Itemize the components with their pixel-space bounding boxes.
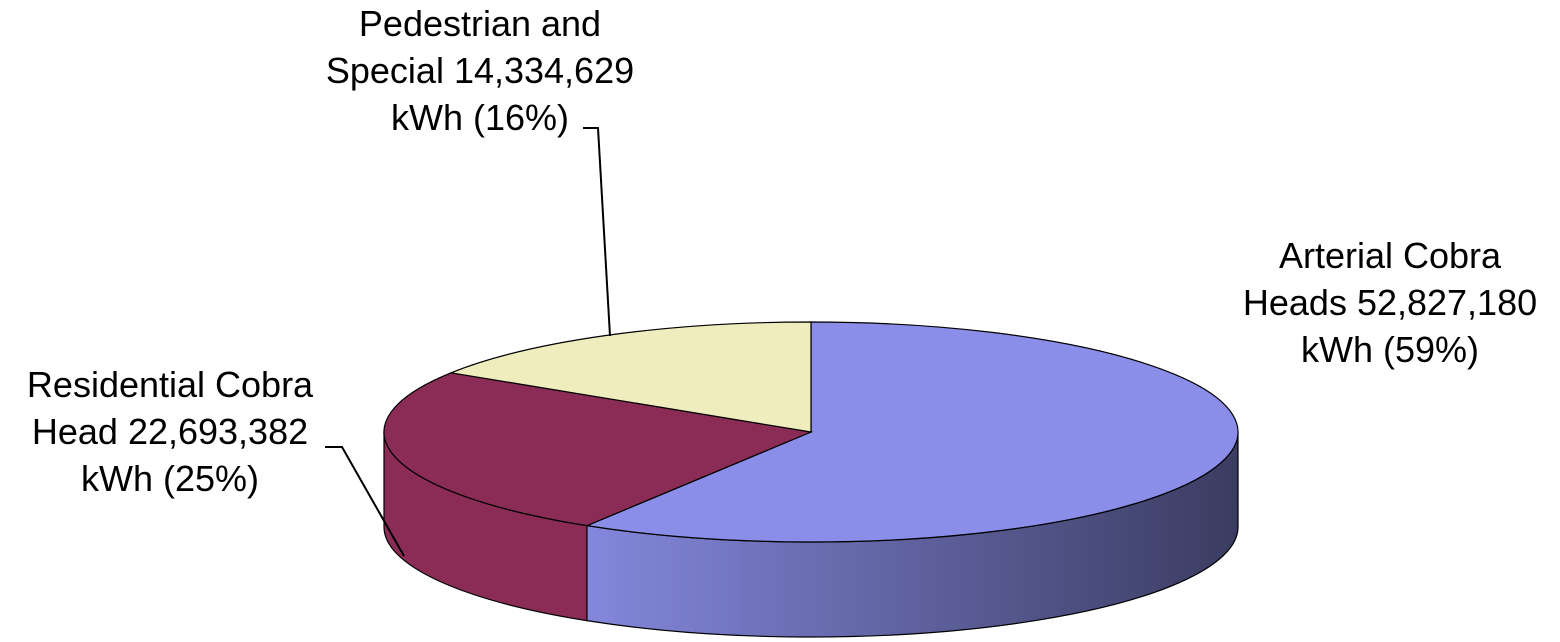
label-line: Residential Cobra xyxy=(27,364,314,405)
label-line: Head 22,693,382 xyxy=(32,411,308,452)
label-line: Arterial Cobra xyxy=(1279,235,1502,276)
leader-lines xyxy=(325,127,611,557)
pie-slice-arterial-cobra-heads xyxy=(584,321,1239,543)
leader-line-pedestrian-and-special xyxy=(583,127,611,337)
leader-line-residential-cobra-head xyxy=(325,446,405,557)
pie-slice-pedestrian-and-special xyxy=(448,321,812,433)
pie-top-faces xyxy=(383,321,1239,543)
label-residential-cobra-head: Residential Cobra Head 22,693,382 kWh (25%… xyxy=(27,364,314,499)
slice-labels: Arterial Cobra Heads 52,827,180 kWh (59%) R… xyxy=(27,3,1537,499)
pie-slice-residential-cobra-head xyxy=(383,372,814,527)
label-pedestrian-and-special: Pedestrian and Special 14,334,629 kWh (16%… xyxy=(326,3,634,138)
label-line: kWh (25%) xyxy=(81,458,259,499)
label-arterial-cobra-heads: Arterial Cobra Heads 52,827,180 kWh (59%) xyxy=(1243,235,1537,370)
label-line: kWh (16%) xyxy=(391,97,569,138)
label-line: Pedestrian and xyxy=(359,3,601,44)
label-line: Special 14,334,629 xyxy=(326,50,634,91)
label-line: Heads 52,827,180 xyxy=(1243,282,1537,323)
label-line: kWh (59%) xyxy=(1301,329,1479,370)
